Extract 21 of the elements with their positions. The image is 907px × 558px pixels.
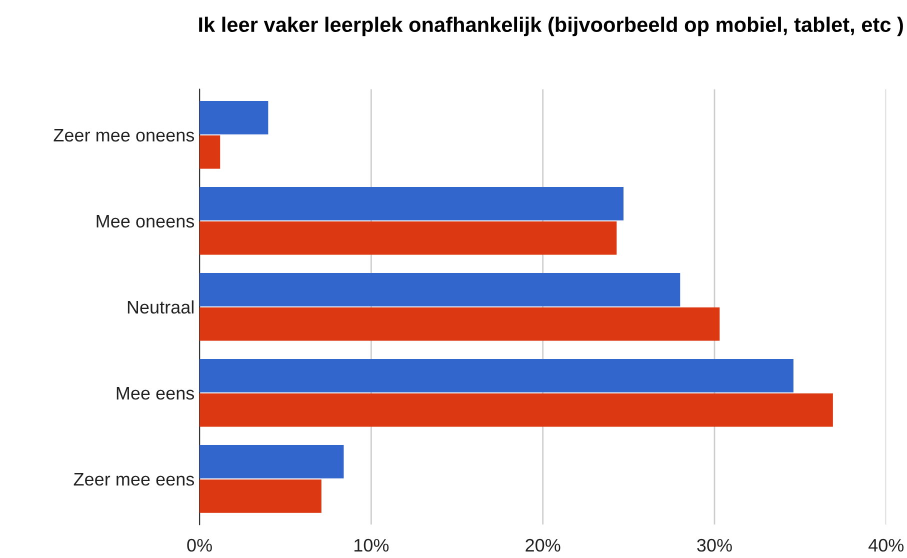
- chart-title: Ik leer vaker leerplek onafhankelijk (bijvoorbeeld op mobiel, tablet, etc ): [199, 16, 903, 36]
- y-tick-label: Mee eens: [116, 387, 194, 400]
- bar: [200, 221, 617, 255]
- y-tick-label: Mee oneens: [96, 215, 194, 228]
- bar: [200, 359, 794, 392]
- bar: [200, 273, 680, 306]
- bar: [200, 307, 720, 341]
- y-tick-label: Zeer mee eens: [74, 473, 194, 486]
- y-tick-label: Zeer mee oneens: [54, 128, 194, 142]
- bar: [200, 479, 322, 513]
- bar: [200, 100, 268, 134]
- x-tick-label: 10%: [354, 538, 389, 552]
- x-tick-label: 30%: [697, 538, 732, 552]
- x-tick-label: 40%: [868, 538, 904, 552]
- bar: [200, 186, 624, 220]
- bar: [200, 393, 833, 427]
- bar: [200, 445, 344, 478]
- y-tick-label: Neutraal: [128, 300, 194, 314]
- x-tick-label: 0%: [187, 538, 212, 552]
- x-tick-label: 20%: [526, 538, 560, 552]
- bar: [200, 135, 220, 169]
